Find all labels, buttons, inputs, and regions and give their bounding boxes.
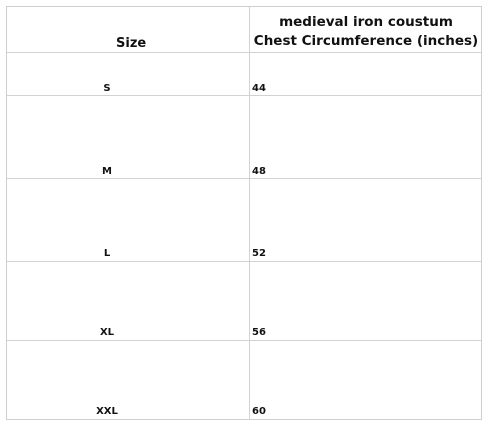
size-cell-xl: XL bbox=[99, 327, 115, 338]
column-divider bbox=[249, 7, 250, 419]
chest-header-label: Chest Circumference (inches) bbox=[253, 33, 479, 49]
row-divider bbox=[7, 340, 481, 341]
size-cell-s: S bbox=[103, 83, 111, 94]
chest-column-header: medieval iron coustum Chest Circumferenc… bbox=[249, 13, 483, 51]
chest-cell-m: 48 bbox=[252, 166, 266, 177]
row-divider bbox=[7, 178, 481, 179]
row-divider bbox=[7, 261, 481, 262]
chest-cell-l: 52 bbox=[252, 248, 266, 259]
row-divider bbox=[7, 95, 481, 96]
chest-cell-xxl: 60 bbox=[252, 406, 266, 417]
size-cell-l: L bbox=[103, 248, 111, 259]
chest-cell-s: 44 bbox=[252, 83, 266, 94]
row-divider bbox=[7, 52, 481, 53]
size-chart-table: Size medieval iron coustum Chest Circumf… bbox=[6, 6, 482, 420]
size-cell-m: M bbox=[102, 166, 112, 177]
size-column-header: Size bbox=[116, 36, 147, 51]
size-cell-xxl: XXL bbox=[96, 406, 118, 417]
product-title: medieval iron coustum bbox=[279, 14, 453, 30]
chest-cell-xl: 56 bbox=[252, 327, 266, 338]
